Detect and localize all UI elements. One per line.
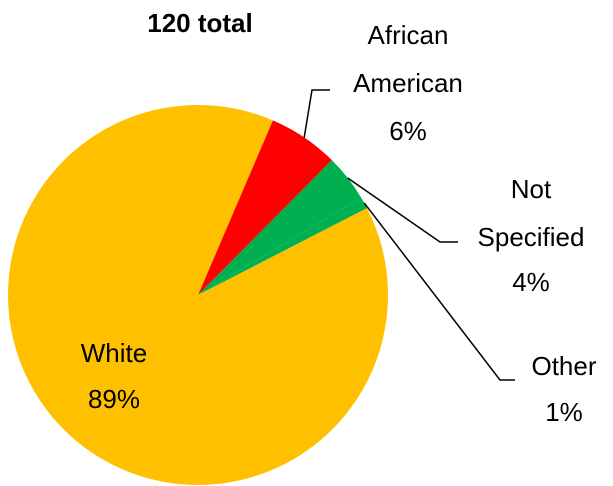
- label-african-american-percent: 6%: [389, 116, 427, 146]
- label-not-specified-line1: Not: [511, 174, 552, 204]
- pie-slice-other: [198, 197, 367, 295]
- label-other-line1: Other: [531, 351, 596, 381]
- leader-line-african-american: [303, 89, 330, 138]
- pie-slice-african-american: [198, 120, 332, 295]
- leader-line-not-specified: [347, 177, 458, 243]
- label-other-percent: 1%: [545, 397, 583, 427]
- label-african-american-line2: American: [353, 68, 463, 98]
- label-not-specified-line2: Specified: [478, 222, 585, 252]
- leader-line-other: [363, 202, 515, 381]
- chart-title: 120 total: [147, 8, 253, 38]
- pie-slice-white: [7, 104, 388, 485]
- label-white-percent: 89%: [88, 384, 140, 414]
- label-not-specified-percent: 4%: [512, 267, 550, 297]
- label-african-american-line1: African: [368, 20, 449, 50]
- leader-lines: [303, 89, 515, 381]
- label-white-line1: White: [81, 338, 147, 368]
- pie-slice-not-specified: [198, 160, 362, 295]
- pie-slices: [7, 104, 388, 485]
